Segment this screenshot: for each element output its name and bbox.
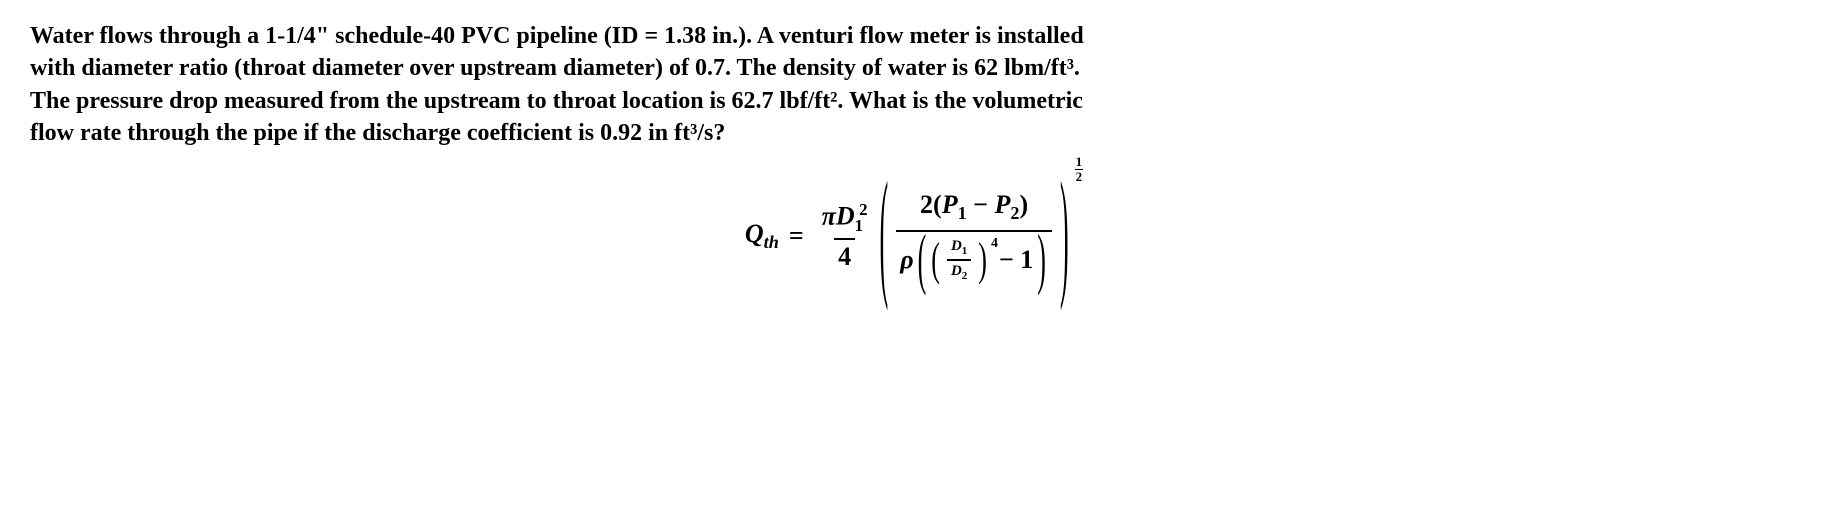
eq-exp-half: 1 2 — [1075, 143, 1084, 185]
eq-D1-sub: 1 — [962, 245, 968, 257]
eq-main-num: 2(P1 − P2) — [916, 190, 1032, 230]
eq-frac-area: πD12 4 — [818, 200, 872, 272]
paren-outer-left: ( — [880, 153, 889, 318]
eq-D1: D1 — [947, 238, 971, 259]
problem-line-1: Water flows through a 1-1/4" schedule-40… — [30, 23, 1084, 49]
paren-med-right: ) — [1037, 221, 1046, 299]
eq-P1-sub: 1 — [958, 203, 967, 223]
eq-num-2open: 2( — [920, 190, 942, 219]
eq-lhs: Qth — [745, 219, 779, 253]
eq-exp4: 4 — [991, 236, 998, 252]
eq-D2-var: D — [951, 263, 962, 279]
eq-P1: P — [942, 190, 958, 219]
eq-lhs-var: Q — [745, 219, 764, 248]
eq-frac-area-num: πD12 — [818, 200, 872, 238]
equation: Qth = πD12 4 ( 2(P1 − P2) ρ ( ( D — [30, 190, 1796, 282]
paren-outer-right: ) — [1060, 153, 1069, 318]
eq-piD: πD — [822, 201, 855, 230]
eq-minus1: − 1 — [999, 245, 1033, 275]
problem-statement: Water flows through a 1-1/4" schedule-40… — [30, 20, 1796, 150]
eq-main-den: ρ ( ( D1 D2 ) 4 − 1 ) — [896, 230, 1052, 282]
eq-half-num: 1 — [1075, 155, 1084, 169]
problem-line-3: The pressure drop measured from the upst… — [30, 88, 1083, 114]
problem-line-2: with diameter ratio (throat diameter ove… — [30, 55, 1080, 81]
paren-sm-left: ( — [931, 233, 940, 287]
eq-D1-var: D — [951, 238, 962, 254]
eq-frac-main: 2(P1 − P2) ρ ( ( D1 D2 ) 4 − 1 — [896, 190, 1052, 282]
eq-half-den: 2 — [1075, 169, 1084, 184]
eq-frac-area-den: 4 — [834, 238, 855, 272]
eq-D-exp: 2 — [859, 200, 867, 219]
eq-D2-sub: 2 — [962, 270, 968, 282]
eq-num-close: ) — [1019, 190, 1028, 219]
eq-rho: ρ — [900, 245, 913, 275]
paren-med-left: ( — [918, 221, 927, 299]
eq-equals: = — [789, 221, 804, 251]
eq-minus: − — [967, 190, 995, 219]
problem-line-4: flow rate through the pipe if the discha… — [30, 120, 725, 146]
eq-P2: P — [995, 190, 1011, 219]
eq-frac-D1D2: D1 D2 — [947, 238, 971, 282]
eq-D2: D2 — [947, 259, 971, 282]
eq-lhs-sub: th — [764, 232, 779, 252]
paren-sm-right: ) — [978, 233, 987, 287]
